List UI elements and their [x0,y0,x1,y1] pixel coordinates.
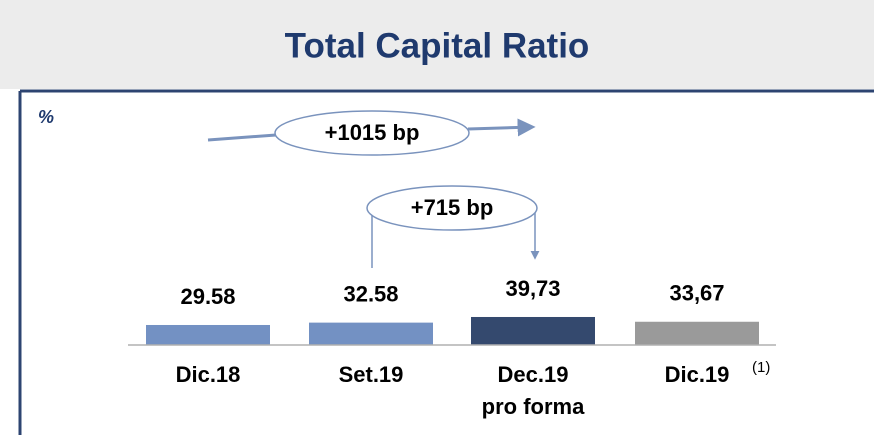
callout [366,185,538,231]
arrow-line [467,118,536,137]
arrow-line [530,207,540,260]
value-label: 33,67 [669,281,724,306]
x-label-box: Dic.18 [175,362,241,387]
bar [471,316,595,345]
x-label-box: Dec.19 pro forma [481,362,585,419]
annotation: +715 bp [411,195,494,220]
value-label: 39,73 [505,276,560,301]
value-label: 32.58 [343,281,398,306]
chart-title: Total Capital Ratio [285,26,590,65]
bar [146,324,270,345]
arrow-line [207,133,277,142]
arrow-line [367,207,373,268]
x-tick-label: Set.19 [338,362,404,387]
unit-label: % [38,107,54,127]
arrows [207,110,540,268]
bar [635,321,759,345]
title-band [0,0,874,89]
x-tick-label: Dec.19 pro forma [481,362,585,419]
footnote-mark: (1) [752,359,770,376]
x-tick-label: Dic.18 [175,362,241,387]
x-label-box: Set.19 [338,362,404,387]
value-label: 29.58 [180,284,235,309]
x-tick-label: Dic.19 [664,362,730,387]
annotation: +1015 bp [325,120,420,145]
bar [309,322,433,345]
x-label-box: Dic.19 [664,362,730,387]
callout [274,110,470,156]
